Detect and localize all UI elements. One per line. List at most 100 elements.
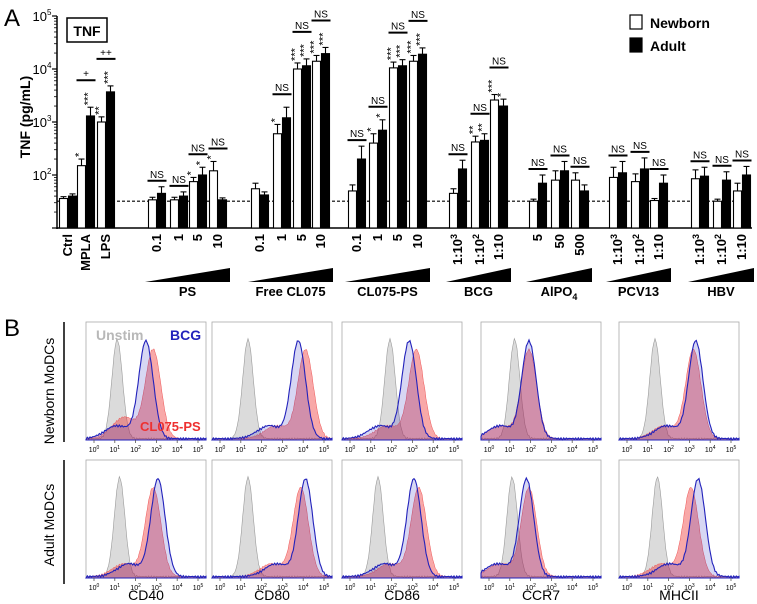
bar-adult	[281, 117, 292, 229]
bar-newborn	[272, 133, 283, 229]
comparison-label: NS	[553, 144, 567, 155]
x-category-label: 10	[410, 234, 425, 248]
significance-stars: **	[477, 122, 489, 131]
x-category-label: LPS	[98, 234, 113, 260]
histogram-bcg	[480, 338, 602, 442]
dose-wedge	[526, 268, 592, 282]
x-tick-label: 103	[684, 445, 695, 454]
comparison-label: NS	[633, 141, 647, 152]
legend-label-adult: Adult	[650, 38, 686, 54]
marker-label: CD40	[128, 587, 164, 603]
significance-stars: ***	[103, 70, 115, 84]
significance-stars: **	[94, 106, 106, 115]
bar-adult	[417, 53, 428, 229]
bar-newborn	[169, 199, 180, 229]
legend-swatch-newborn	[629, 14, 643, 30]
histogram-unstim	[211, 337, 333, 441]
row-label-adult: Adult MoDCs	[41, 484, 57, 566]
row-label-newborn: Newborn MoDCs	[41, 338, 57, 445]
x-category-label: 1	[370, 234, 385, 241]
bar-adult	[377, 129, 388, 229]
dose-wedge	[606, 268, 671, 282]
significance-stars: ***	[309, 40, 321, 54]
x-category-label: 0.1	[349, 234, 364, 252]
significance-stars: *	[206, 154, 218, 159]
x-tick-label: 105	[193, 583, 204, 592]
x-tick-label: 105	[449, 583, 460, 592]
x-tick-label: 104	[705, 445, 716, 454]
x-tick-label: 104	[567, 583, 578, 592]
bar-newborn	[250, 188, 261, 229]
x-tick-label: 103	[151, 583, 162, 592]
x-tick-label: 101	[236, 583, 247, 592]
x-tick-label: 103	[407, 445, 418, 454]
dose-wedge	[446, 268, 511, 282]
bar-newborn	[448, 192, 459, 229]
x-tick-label: 104	[428, 445, 439, 454]
x-category-label: 0.1	[149, 234, 164, 252]
histogram-frame	[618, 321, 740, 441]
significance-stars: ***	[83, 92, 95, 106]
histogram-bcg	[85, 338, 207, 442]
x-category-label: 1:102	[631, 234, 647, 265]
x-category-label: Ctrl	[60, 234, 75, 256]
comparison-label: NS	[391, 22, 405, 33]
x-tick-label: 105	[449, 445, 460, 454]
comparison-label: NS	[275, 83, 289, 94]
bar-newborn	[368, 142, 379, 229]
bar-newborn	[608, 176, 619, 229]
x-category-label: 500	[572, 234, 587, 256]
comparison-label: NS	[295, 21, 309, 32]
x-category-label: 1:103	[691, 234, 707, 265]
bar-newborn	[347, 190, 358, 229]
x-category-label: 1:103	[609, 234, 625, 265]
bar-newborn	[96, 121, 107, 229]
histogram-frame	[341, 459, 463, 579]
x-tick-label: 100	[215, 583, 226, 592]
comparison-label: NS	[573, 156, 587, 167]
marker-label: CCR7	[522, 587, 560, 603]
significance-stars: **	[468, 125, 480, 134]
x-category-label: 1:102	[471, 234, 487, 265]
bar-newborn	[147, 199, 158, 229]
bar-newborn	[712, 200, 723, 229]
comparison-label: NS	[652, 158, 666, 169]
histogram-bcg	[211, 478, 333, 579]
bar-adult	[217, 199, 228, 229]
x-category-label: 1:10	[651, 234, 666, 260]
legend-cl075ps: CL075-PS	[140, 419, 201, 434]
y-tick-label: 102	[33, 167, 52, 183]
x-tick-label: 101	[643, 445, 654, 454]
marker-label: MHCII	[659, 587, 699, 603]
dose-wedge	[345, 268, 430, 282]
x-tick-label: 100	[345, 445, 356, 454]
group-label: BCG	[464, 284, 493, 299]
x-tick-label: 105	[193, 445, 204, 454]
bar-newborn	[489, 99, 500, 229]
x-tick-label: 100	[89, 445, 100, 454]
bar-adult	[197, 174, 208, 229]
significance-stars: *	[375, 113, 387, 118]
significance-stars: ***	[290, 47, 302, 61]
y-tick-label: 103	[33, 114, 52, 130]
histogram-unstim	[211, 475, 333, 579]
x-tick-label: 103	[407, 583, 418, 592]
x-tick-label: 105	[588, 583, 599, 592]
x-tick-label: 100	[484, 583, 495, 592]
x-category-label: 5	[294, 234, 309, 241]
legend-label-newborn: Newborn	[650, 15, 710, 31]
dose-wedge	[688, 268, 754, 282]
bar-newborn	[76, 165, 87, 229]
x-category-label: 1	[274, 234, 289, 241]
bar-newborn	[292, 68, 303, 229]
x-tick-label: 101	[110, 583, 121, 592]
bar-adult	[67, 195, 78, 229]
x-tick-label: 102	[386, 445, 397, 454]
group-label: HBV	[707, 284, 735, 299]
histogram-frame	[85, 321, 207, 441]
x-tick-label: 102	[525, 445, 536, 454]
histogram-bcg	[341, 477, 463, 580]
title-box: TNF	[66, 17, 108, 43]
panel-b-histograms: 100 101 102 103 104 105 100 101 102 103 104 105 100 1…	[85, 321, 740, 603]
y-axis-label: TNF (pg/mL)	[17, 76, 33, 158]
